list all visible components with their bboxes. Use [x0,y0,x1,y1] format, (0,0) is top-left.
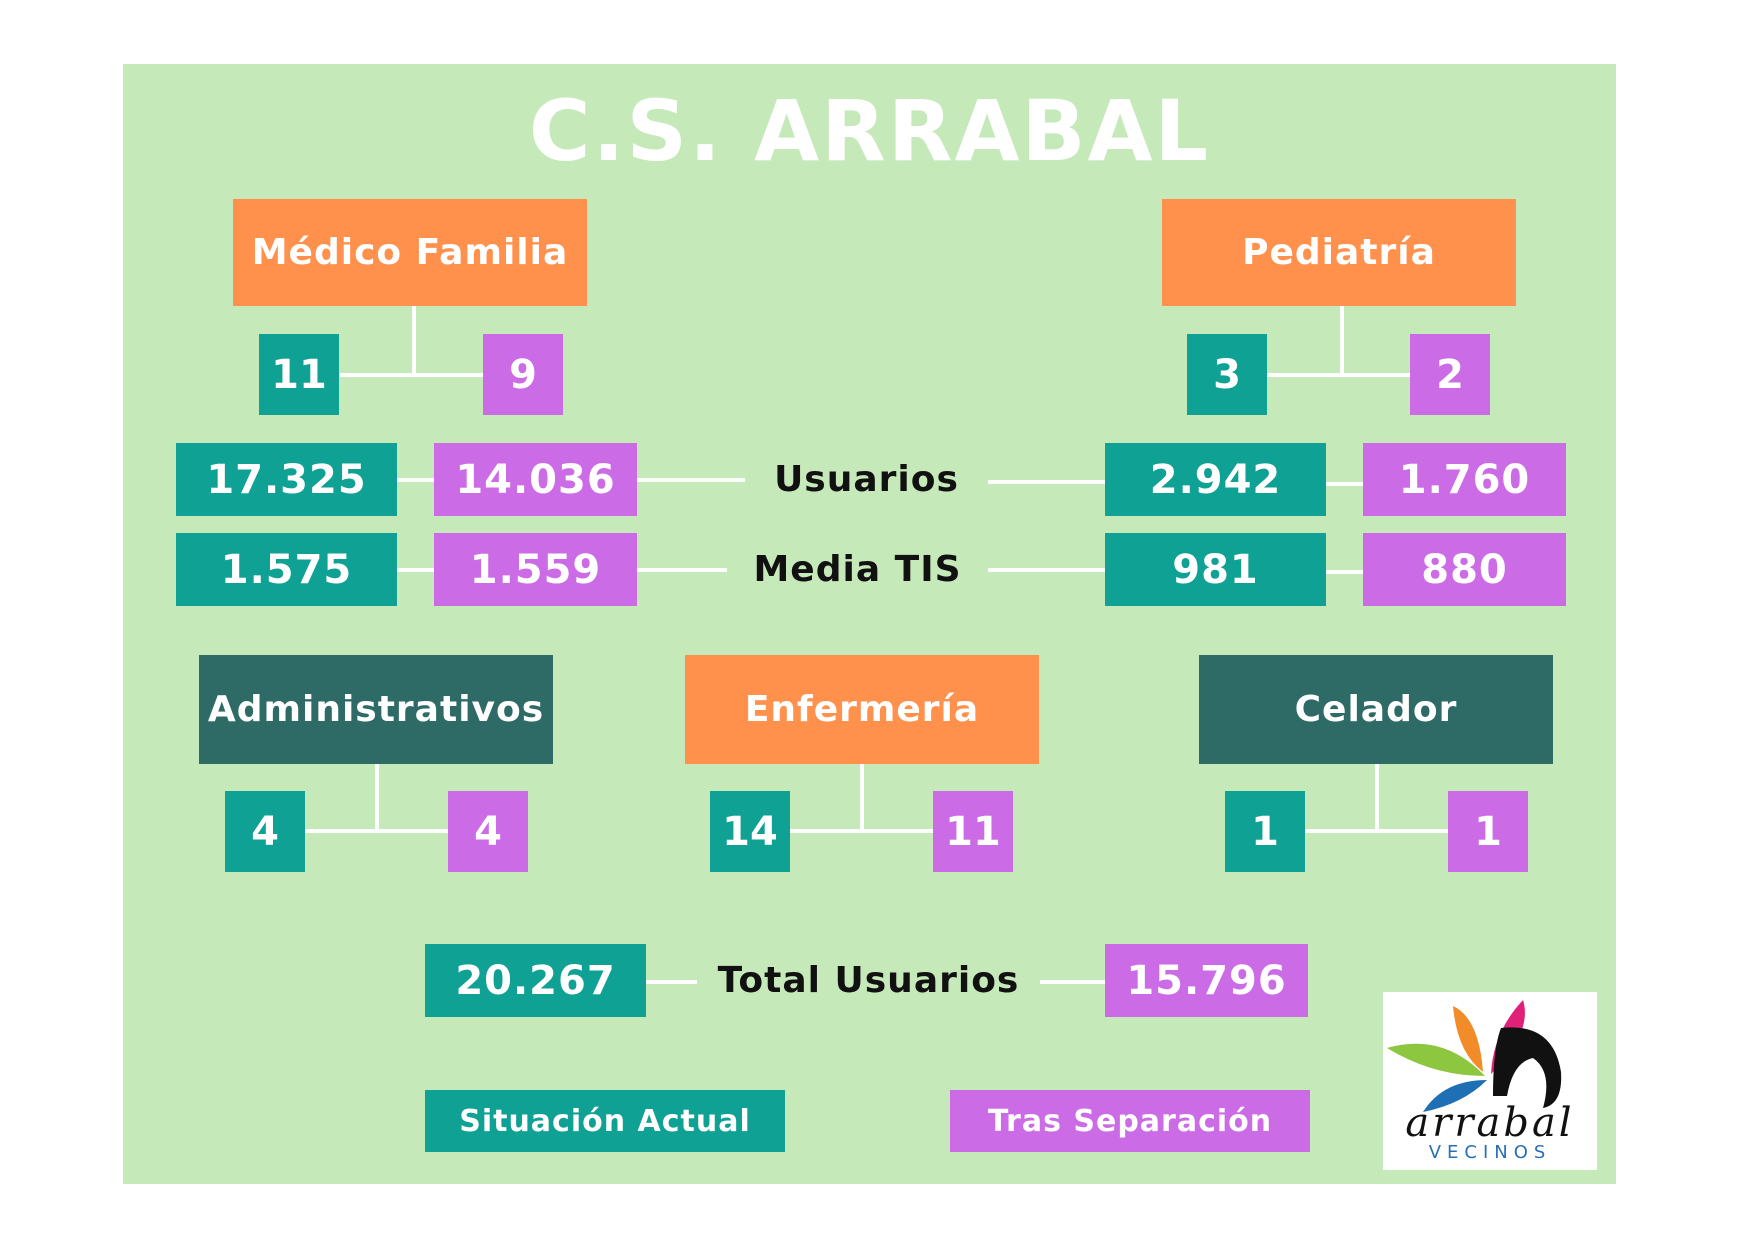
connector-line [412,306,416,376]
enfermeria-actual: 14 [710,791,790,872]
usuarios-pediatria-tras: 1.760 [1363,443,1566,516]
usuarios-pediatria-actual: 2.942 [1105,443,1326,516]
pediatria-actual: 3 [1187,334,1267,415]
connector-line [789,829,935,833]
legend-tras-separacion: Tras Separación [950,1090,1310,1152]
page-title: C.S. ARRABAL [528,82,1211,180]
connector-line [1303,829,1451,833]
administrativos-header: Administrativos [199,655,553,764]
logo-wordmark: arrabal [1405,1100,1575,1146]
connector-line [635,478,745,482]
arrabal-vecinos-logo: arrabal VECINOS [1383,992,1597,1170]
logo-subtitle: VECINOS [1428,1142,1552,1163]
celador-tras: 1 [1448,791,1528,872]
total-usuarios-actual: 20.267 [425,944,646,1017]
connector-line [635,568,727,572]
total-usuarios-tras: 15.796 [1105,944,1308,1017]
administrativos-actual: 4 [225,791,305,872]
administrativos-tras: 4 [448,791,528,872]
connector-line [396,568,436,572]
celador-header: Celador [1199,655,1553,764]
legend-situacion-actual: Situación Actual [425,1090,785,1152]
connector-line [988,480,1108,484]
media-tis-medico-tras: 1.559 [434,533,637,606]
medico-familia-actual: 11 [259,334,339,415]
connector-line [1325,482,1365,486]
connector-line [396,478,436,482]
connector-line [860,763,864,831]
connector-line [645,980,697,984]
media-tis-pediatria-tras: 880 [1363,533,1566,606]
pediatria-header: Pediatría [1162,199,1516,306]
media-tis-label: Media TIS [753,549,962,590]
media-tis-pediatria-actual: 981 [1105,533,1326,606]
connector-line [375,763,379,831]
connector-line [304,829,450,833]
medico-familia-header: Médico Familia [233,199,587,306]
total-usuarios-label: Total Usuarios [717,960,1020,1001]
usuarios-label: Usuarios [774,459,959,500]
connector-line [1040,980,1105,984]
pediatria-tras: 2 [1410,334,1490,415]
connector-line [340,373,488,377]
connector-line [1266,373,1414,377]
connector-line [1340,306,1344,376]
enfermeria-tras: 11 [933,791,1013,872]
enfermeria-header: Enfermería [685,655,1039,764]
celador-actual: 1 [1225,791,1305,872]
medico-familia-tras: 9 [483,334,563,415]
usuarios-medico-tras: 14.036 [434,443,637,516]
connector-line [1325,570,1365,574]
usuarios-medico-actual: 17.325 [176,443,397,516]
connector-line [1375,763,1379,831]
flower-petals-icon [1387,1000,1562,1112]
connector-line [988,568,1108,572]
media-tis-medico-actual: 1.575 [176,533,397,606]
